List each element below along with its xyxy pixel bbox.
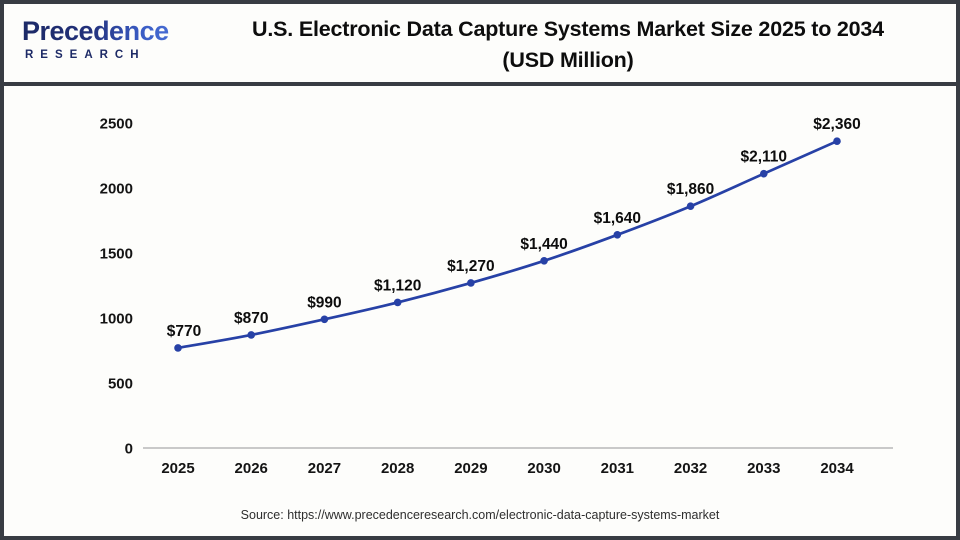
x-axis-tick-label: 2026 (235, 460, 268, 477)
market-size-series-line (177, 139, 838, 350)
y-axis-tick-label: 1500 (100, 246, 133, 263)
data-point-label: $990 (307, 294, 341, 311)
data-point-label: $1,640 (594, 210, 641, 227)
data-point-label: $1,860 (667, 181, 714, 198)
market-size-line-chart: 0 500 1000 1500 2000 2500 2025 2026 2027 2028 2029… (100, 116, 893, 477)
chart-title-line1: U.S. Electronic Data Capture Systems Mar… (252, 17, 884, 41)
y-axis-tick-label: 2000 (100, 181, 133, 198)
data-point-label: $1,440 (520, 236, 567, 253)
x-axis-tick-label: 2030 (527, 460, 560, 477)
y-axis-tick-label: 500 (108, 376, 133, 393)
precedence-research-logo: Precedence RESEARCH (22, 16, 192, 61)
x-axis-tick-label: 2025 (161, 460, 194, 477)
data-point (759, 169, 768, 178)
data-point (393, 298, 402, 307)
x-axis-tick-label: 2031 (601, 460, 634, 477)
data-point (320, 315, 329, 324)
data-point-label: $1,120 (374, 277, 421, 294)
data-point (540, 257, 548, 265)
data-point-label: $770 (167, 323, 201, 340)
y-axis-tick-label: 1000 (100, 311, 133, 328)
y-axis-tick-label: 2500 (100, 116, 133, 133)
x-axis-tick-label: 2032 (674, 460, 707, 477)
logo-wordmark: Precedence (22, 16, 192, 47)
chart-title: U.S. Electronic Data Capture Systems Mar… (194, 14, 942, 76)
x-axis-tick-label: 2028 (381, 460, 414, 477)
y-axis-tick-label: 0 (125, 441, 133, 458)
data-point (247, 331, 256, 339)
x-axis-tick-label: 2034 (820, 460, 854, 477)
data-point (686, 202, 695, 210)
logo-subtitle: RESEARCH (25, 48, 146, 61)
chart-title-line2: (USD Million) (502, 48, 634, 73)
data-point (174, 344, 182, 352)
source-note: Source: https://www.precedenceresearch.c… (240, 508, 720, 522)
data-point (613, 231, 622, 239)
x-axis-tick-label: 2027 (308, 460, 341, 477)
x-axis-tick-label: 2033 (747, 460, 780, 477)
data-point-label: $2,110 (740, 149, 787, 166)
data-point-label: $870 (234, 310, 268, 327)
data-point-label: $1,270 (447, 258, 494, 275)
chart-region: 0 500 1000 1500 2000 2500 2025 2026 2027 2028 2029… (4, 86, 956, 536)
x-axis-tick-label: 2029 (454, 460, 487, 477)
header: Precedence RESEARCH U.S. Electronic Data… (4, 4, 956, 82)
data-point (833, 137, 841, 145)
data-point-label: $2,360 (813, 116, 860, 133)
data-point (467, 279, 475, 287)
header-divider (4, 82, 956, 86)
